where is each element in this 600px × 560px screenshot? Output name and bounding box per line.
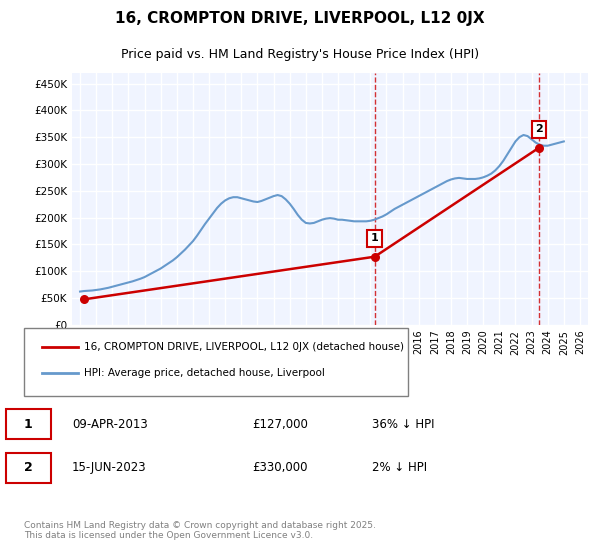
Text: £127,000: £127,000 [252,418,308,431]
Text: 2: 2 [535,124,542,134]
Text: Price paid vs. HM Land Registry's House Price Index (HPI): Price paid vs. HM Land Registry's House … [121,48,479,61]
Point [370,252,379,261]
Text: 16, CROMPTON DRIVE, LIVERPOOL, L12 0JX: 16, CROMPTON DRIVE, LIVERPOOL, L12 0JX [115,11,485,26]
FancyBboxPatch shape [6,409,51,440]
FancyBboxPatch shape [24,328,408,396]
Text: 16, CROMPTON DRIVE, LIVERPOOL, L12 0JX (detached house): 16, CROMPTON DRIVE, LIVERPOOL, L12 0JX (… [84,342,404,352]
Text: 15-JUN-2023: 15-JUN-2023 [72,461,146,474]
Text: 2% ↓ HPI: 2% ↓ HPI [372,461,427,474]
Text: 2: 2 [24,461,32,474]
Point [534,143,544,152]
Text: HPI: Average price, detached house, Liverpool: HPI: Average price, detached house, Live… [84,368,325,379]
Point [79,295,89,304]
Text: 09-APR-2013: 09-APR-2013 [72,418,148,431]
Text: Contains HM Land Registry data © Crown copyright and database right 2025.
This d: Contains HM Land Registry data © Crown c… [24,521,376,540]
Text: 36% ↓ HPI: 36% ↓ HPI [372,418,434,431]
Text: 1: 1 [24,418,32,431]
FancyBboxPatch shape [6,452,51,483]
Text: 1: 1 [371,234,379,243]
Text: £330,000: £330,000 [252,461,308,474]
